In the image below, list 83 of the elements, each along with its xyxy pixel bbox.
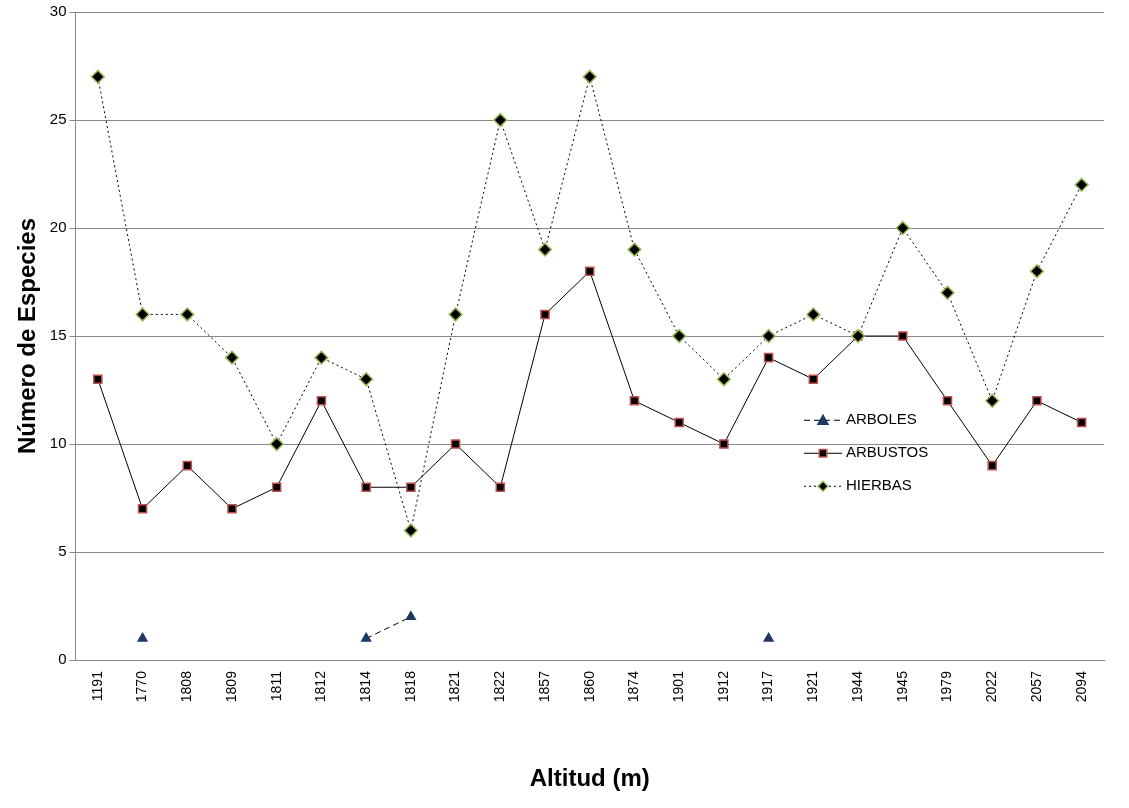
point	[182, 460, 193, 471]
x-tick-label: 1770	[133, 670, 150, 703]
point	[137, 504, 148, 514]
x-tick-label: 1857	[535, 670, 552, 703]
x-tick-label: 1808	[178, 670, 195, 703]
point	[448, 307, 463, 322]
point	[540, 309, 550, 320]
point	[271, 482, 282, 493]
x-tick-label: 1821	[446, 670, 463, 703]
y-axis-title: Número de Especies	[13, 217, 41, 455]
x-tick-label: 1912	[714, 670, 731, 703]
point	[450, 439, 461, 449]
point	[761, 328, 776, 344]
y-tick-label: 0	[58, 650, 67, 668]
point	[316, 396, 327, 406]
x-axis-title: Altitud (m)	[529, 764, 650, 792]
x-tick-label: 1814	[357, 670, 374, 703]
point	[806, 307, 821, 322]
point	[582, 69, 597, 84]
point	[627, 242, 642, 257]
point	[135, 307, 150, 322]
point	[361, 482, 371, 493]
x-tick-label: 1944	[848, 670, 865, 703]
y-tick-label: 5	[58, 542, 67, 560]
y-tick-label: 15	[49, 326, 67, 344]
point	[227, 504, 237, 514]
point	[719, 439, 729, 449]
x-tick-label: 1921	[804, 670, 821, 703]
point	[672, 328, 687, 344]
x-tick-label: 1809	[222, 670, 239, 703]
x-tick-label: 2057	[1027, 670, 1044, 703]
x-tick-label: 1860	[580, 670, 597, 703]
point	[90, 69, 105, 84]
point	[942, 396, 953, 406]
point	[403, 523, 419, 538]
x-tick-label: 1979	[938, 670, 955, 703]
y-tick-label: 10	[49, 434, 67, 452]
x-tick-label: 2094	[1072, 670, 1089, 703]
point	[1076, 417, 1087, 428]
y-tick-label: 30	[49, 2, 67, 20]
point	[269, 436, 284, 452]
point	[629, 396, 640, 406]
point	[359, 372, 374, 387]
point	[895, 220, 910, 236]
legend-label: ARBOLES	[846, 410, 917, 428]
point	[808, 374, 819, 385]
point	[93, 374, 103, 385]
point	[537, 242, 553, 257]
y-tick-label: 20	[49, 218, 67, 236]
x-tick-label: 1945	[893, 670, 910, 703]
point	[314, 350, 329, 365]
x-tick-label: 2022	[983, 670, 1000, 703]
y-tick-label: 25	[49, 110, 67, 128]
point	[987, 460, 997, 471]
point	[493, 112, 508, 128]
point	[406, 482, 416, 493]
point	[1074, 177, 1089, 192]
x-tick-label: 1917	[759, 670, 776, 703]
x-tick-label: 1901	[670, 670, 687, 703]
legend-label: HIERBAS	[846, 476, 912, 494]
point	[224, 350, 240, 365]
point	[361, 632, 372, 642]
point	[137, 632, 148, 642]
point	[897, 331, 908, 341]
x-tick-label: 1191	[88, 670, 105, 702]
point	[940, 285, 955, 300]
x-tick-label: 1811	[267, 670, 284, 702]
point	[763, 352, 774, 363]
x-tick-label: 1818	[401, 670, 418, 703]
point	[1029, 264, 1045, 279]
point	[1032, 396, 1042, 406]
point	[674, 417, 684, 428]
point	[985, 393, 1000, 408]
point	[180, 307, 195, 322]
point	[716, 372, 732, 387]
point	[763, 632, 774, 642]
point	[495, 482, 506, 493]
legend-label: ARBUSTOS	[846, 443, 929, 461]
point	[584, 266, 595, 276]
x-tick-label: 1812	[312, 670, 329, 703]
x-tick-label: 1822	[491, 670, 508, 703]
x-tick-label: 1874	[625, 670, 642, 703]
point	[405, 611, 416, 621]
